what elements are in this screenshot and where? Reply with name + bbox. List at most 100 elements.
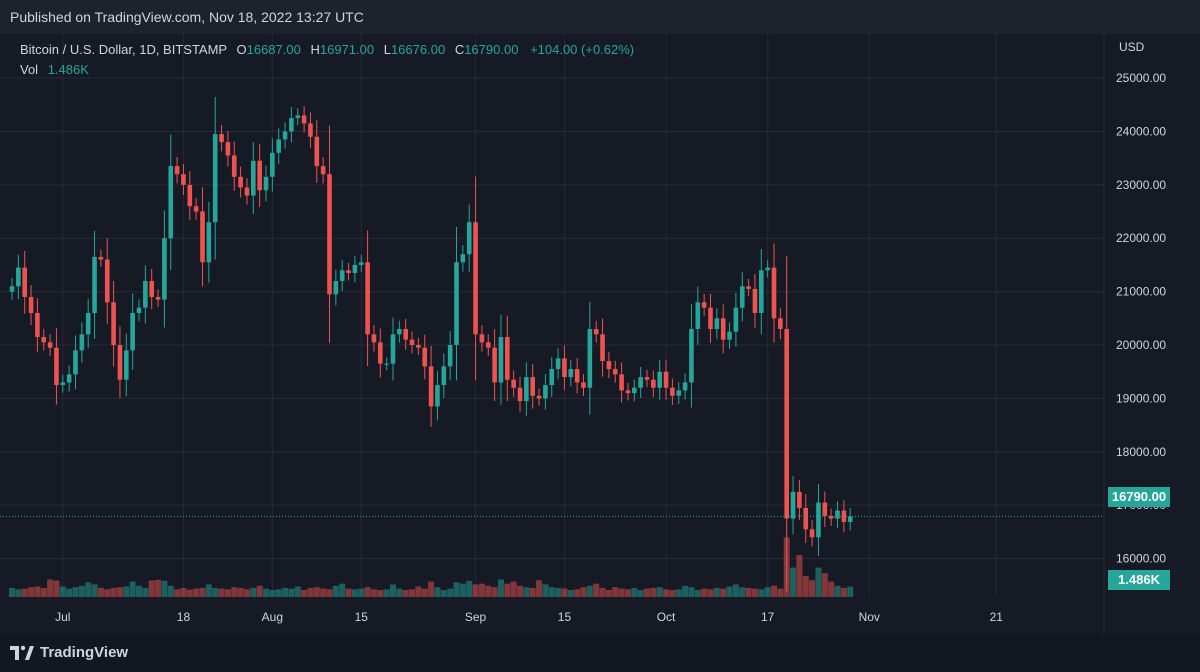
candle-body: [73, 350, 78, 375]
candle-body: [346, 270, 351, 273]
volume-bar: [390, 584, 396, 597]
volume-bar: [732, 584, 739, 597]
volume-bar: [269, 590, 276, 597]
candle-body: [803, 507, 809, 530]
volume-bar: [656, 587, 663, 597]
volume-bar: [536, 580, 543, 597]
candle-body: [644, 377, 650, 380]
volume-bar: [694, 590, 701, 597]
candle-body: [701, 302, 707, 308]
volume-bar: [332, 585, 339, 597]
currency-label[interactable]: USD: [1119, 40, 1145, 54]
candle-body: [568, 369, 574, 378]
candle-body: [784, 329, 789, 519]
candle-body: [682, 382, 688, 391]
volume-bar: [739, 587, 746, 597]
candle-body: [390, 334, 396, 364]
volume-bar: [523, 587, 530, 597]
volume-bar: [828, 581, 835, 597]
candle-body: [574, 369, 580, 383]
candle-body: [378, 342, 383, 364]
volume-bar: [40, 587, 47, 597]
volume-bar: [218, 588, 225, 597]
candle-body: [111, 302, 116, 346]
volume-bar: [78, 585, 85, 597]
volume-bar: [637, 590, 644, 597]
candle-body: [771, 267, 777, 319]
candle-body: [301, 115, 307, 124]
volume-bar: [840, 587, 847, 597]
candle-body: [35, 312, 40, 338]
volume-bar: [459, 583, 466, 597]
candle-body: [752, 288, 758, 313]
volume-bar: [447, 588, 454, 597]
candle-body: [797, 491, 802, 508]
candle-body: [555, 358, 561, 370]
candle-body: [765, 267, 770, 271]
symbol-title[interactable]: Bitcoin / U.S. Dollar, 1D, BITSTAMP: [20, 42, 227, 57]
volume-key[interactable]: Vol: [20, 62, 39, 77]
volume-bar: [9, 587, 15, 597]
candle-body: [619, 374, 624, 391]
low-value: 16676.00: [390, 42, 446, 57]
volume-bar: [548, 587, 555, 597]
candle-body: [422, 347, 428, 367]
volume-bar: [847, 586, 854, 597]
last-price-tag: 16790.00: [1108, 487, 1170, 507]
candle-body: [333, 280, 339, 295]
volume-bar: [250, 587, 257, 597]
volume-bar: [66, 588, 73, 597]
volume-bar: [605, 590, 612, 597]
volume-bar: [129, 581, 136, 597]
candle-body: [104, 259, 110, 303]
candle-body: [397, 329, 402, 335]
volume-bar: [351, 589, 358, 597]
volume-bar: [294, 586, 301, 597]
volume-bar: [282, 587, 289, 597]
time-tick-label: Jul: [55, 610, 70, 624]
volume-bar: [688, 587, 695, 597]
candle-body: [441, 366, 447, 386]
candle-body: [193, 206, 199, 212]
candle-body: [720, 318, 726, 340]
candle-body: [460, 254, 466, 263]
volume-bar: [193, 588, 200, 597]
volume-bar: [624, 589, 631, 597]
candle-body: [66, 374, 72, 383]
candle-body: [828, 515, 834, 519]
volume-bar: [205, 584, 212, 597]
candle-body: [282, 131, 288, 140]
candle-body: [352, 264, 358, 273]
volume-bar: [345, 588, 352, 597]
volume-bar: [326, 589, 333, 597]
volume-bar: [580, 587, 587, 597]
candle-body: [60, 382, 66, 386]
candle-body: [847, 516, 853, 522]
volume-bar: [802, 576, 809, 597]
candle-body: [632, 387, 637, 394]
candle-body: [530, 377, 535, 396]
tradingview-brand[interactable]: TradingView: [40, 644, 129, 661]
volume-bar: [771, 585, 777, 597]
footer: TradingView: [0, 634, 1200, 672]
candle-body: [606, 361, 612, 370]
volume-bar: [256, 585, 263, 597]
candle-body: [403, 329, 408, 340]
volume-bar: [212, 587, 219, 597]
price-tick-label: 21000.00: [1116, 285, 1166, 299]
change-value: +104.00 (+0.62%): [530, 42, 635, 57]
volume-bar: [59, 586, 66, 597]
chart-area[interactable]: 25000.00 24000.00 23000.00 22000.00 21000.00…: [0, 34, 1200, 634]
candle-body: [657, 371, 662, 388]
volume-bars: [9, 537, 854, 597]
volume-bar: [809, 580, 816, 597]
volume-bar: [821, 573, 828, 597]
tradingview-logo-icon[interactable]: [10, 644, 34, 662]
candle-body: [320, 166, 326, 175]
candle-body: [663, 371, 669, 388]
volume-bar: [618, 588, 625, 597]
candle-body: [117, 345, 123, 380]
candlestick-chart[interactable]: 25000.00 24000.00 23000.00 22000.00 21000.00…: [0, 34, 1200, 634]
volume-bar: [339, 583, 346, 597]
volume-bar: [529, 587, 536, 597]
